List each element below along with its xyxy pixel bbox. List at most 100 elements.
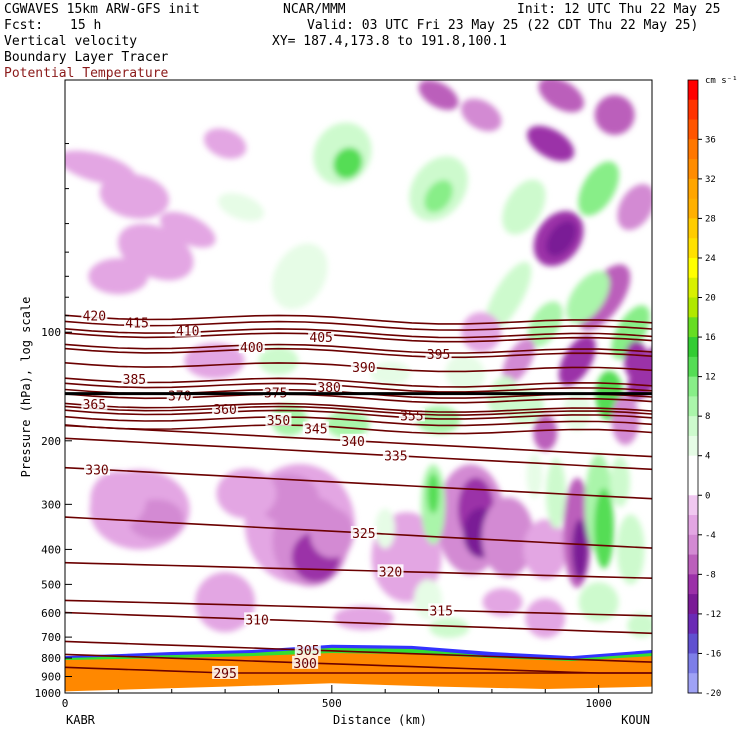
- velocity-cell: [617, 183, 652, 231]
- right-endpoint-label: KOUN: [621, 713, 650, 727]
- y-tick-label: 700: [41, 631, 61, 644]
- field-boundary-layer-tracer: Boundary Layer Tracer: [4, 50, 169, 65]
- colorbar-swatch: [688, 594, 698, 615]
- theta-label-bg: [81, 308, 108, 322]
- velocity-cell: [594, 94, 635, 135]
- colorbar-swatch: [688, 475, 698, 496]
- colorbar-swatch: [688, 238, 698, 259]
- x-axis-title: Distance (km): [333, 713, 427, 727]
- cross-section-endpoints: XY= 187.4,173.8 to 191.8,100.1: [272, 34, 507, 49]
- colorbar-label: -20: [705, 689, 721, 699]
- theta-contour-355: [65, 409, 652, 420]
- y-tick-label: 900: [41, 670, 61, 683]
- theta-contour-330: [65, 466, 652, 500]
- velocity-cell: [90, 471, 147, 528]
- velocity-cell: [218, 193, 265, 222]
- theta-label-bg: [302, 421, 329, 435]
- colorbar-label: 16: [705, 333, 716, 343]
- velocity-cell: [445, 355, 486, 392]
- colorbar-swatch: [688, 80, 698, 101]
- theta-label-395: 395: [427, 348, 450, 363]
- velocity-cell: [623, 340, 648, 381]
- velocity-cell: [481, 497, 534, 578]
- velocity-cell: [309, 507, 354, 558]
- theta-contour-405: [65, 332, 652, 343]
- velocity-cell: [258, 346, 299, 375]
- theta-label-330: 330: [85, 463, 108, 478]
- colorbar-swatch: [688, 317, 698, 338]
- theta-contour-365: [65, 402, 652, 413]
- colorbar-swatch: [688, 337, 698, 358]
- velocity-cell: [502, 179, 546, 235]
- left-endpoint-label: KABR: [66, 713, 96, 727]
- velocity-cell: [593, 488, 614, 569]
- theta-contour-315: [65, 599, 652, 617]
- theta-label-bg: [244, 612, 271, 626]
- theta-label-365: 365: [83, 398, 106, 413]
- velocity-cell: [159, 211, 216, 248]
- theta-label-bg: [238, 340, 265, 354]
- y-tick-label: 100: [41, 326, 61, 339]
- velocity-blobs: [65, 80, 652, 639]
- velocity-cell: [558, 335, 596, 387]
- theta-label-310: 310: [245, 613, 268, 628]
- velocity-cell: [627, 613, 652, 638]
- velocity-cell: [460, 98, 502, 132]
- theta-contour-415: [65, 320, 652, 331]
- theta-label-bg: [308, 329, 335, 343]
- forecast-label: Fcst:: [4, 18, 44, 33]
- theta-label-bg: [377, 564, 404, 578]
- velocity-cell: [578, 161, 620, 216]
- velocity-cell: [427, 473, 440, 514]
- colorbar-label: -4: [705, 531, 716, 541]
- colorbar-swatch: [688, 673, 698, 694]
- colorbar-swatch: [688, 633, 698, 654]
- velocity-cell: [609, 456, 630, 507]
- plot-frame: [64, 79, 653, 694]
- velocity-cell: [216, 468, 277, 519]
- x-tick-label: 1000: [585, 697, 612, 710]
- theta-label-360: 360: [213, 403, 236, 418]
- theta-label-bg: [292, 655, 319, 669]
- colorbar-swatch: [688, 455, 698, 476]
- theta-label-bg: [265, 412, 292, 426]
- theta-contour-310: [65, 611, 652, 635]
- velocity-cell: [333, 606, 394, 631]
- theta-label-bg: [294, 642, 321, 656]
- theta-label-410: 410: [176, 325, 199, 340]
- y-tick-label: 200: [41, 435, 61, 448]
- colorbar-label: 12: [705, 373, 716, 383]
- x-tick-label: 0: [62, 697, 69, 710]
- velocity-cell: [375, 508, 396, 549]
- theta-label-350: 350: [267, 414, 290, 429]
- velocity-cell: [611, 394, 640, 445]
- velocity-cell: [523, 519, 568, 580]
- theta-contour-385: [65, 377, 652, 388]
- theta-contour-305: [65, 640, 652, 663]
- colorbar-swatch: [688, 218, 698, 239]
- theta-label-420: 420: [83, 310, 106, 325]
- theta-label-bg: [428, 603, 455, 617]
- theta-label-305: 305: [296, 644, 319, 659]
- theta-label-390: 390: [352, 361, 375, 376]
- theta-label-bg: [166, 388, 193, 402]
- velocity-cell: [538, 80, 585, 113]
- velocity-cell: [325, 410, 370, 439]
- y-tick-label: 600: [41, 607, 61, 620]
- colorbar-label: -12: [705, 610, 721, 620]
- velocity-cell: [546, 220, 577, 257]
- theta-label-385: 385: [123, 373, 146, 388]
- vertical-velocity-field: [65, 80, 652, 639]
- theta-label-bg: [174, 323, 201, 337]
- velocity-cell: [99, 173, 170, 219]
- theta-label-bg: [262, 385, 289, 399]
- theta-label-325: 325: [352, 527, 375, 542]
- y-tick-label: 800: [41, 652, 61, 665]
- colorbar-swatch: [688, 376, 698, 397]
- theta-contour-350: [65, 415, 652, 427]
- colorbar-label: 20: [705, 294, 716, 304]
- colorbar-swatch: [688, 613, 698, 635]
- colorbar-swatch: [688, 396, 698, 417]
